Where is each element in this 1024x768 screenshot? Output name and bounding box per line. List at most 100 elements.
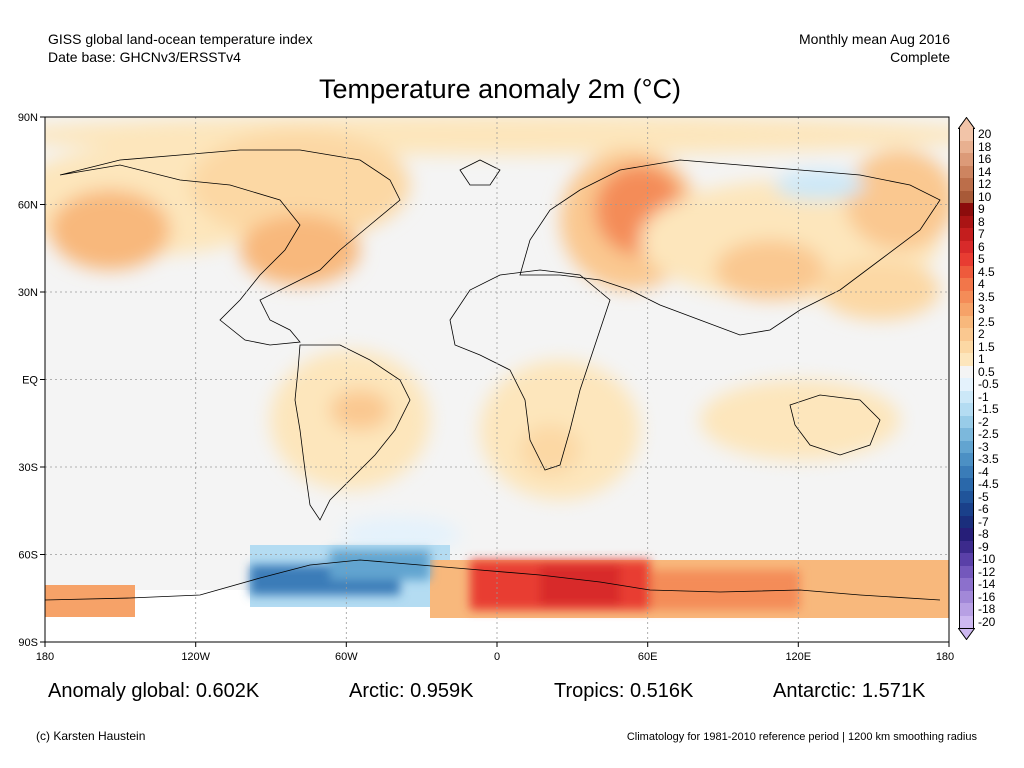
colorbar-level: -2 xyxy=(958,414,989,429)
colorbar-level: 6 xyxy=(958,239,985,254)
colorbar-label: -2 xyxy=(978,414,989,429)
colorbar-label: -6 xyxy=(978,502,989,516)
colorbar-swatch xyxy=(959,165,974,179)
colorbar-level: 9 xyxy=(958,203,985,216)
dataset-title: GISS global land-ocean temperature index xyxy=(48,31,313,47)
colorbar-swatch xyxy=(959,490,974,504)
colorbar-swatch xyxy=(959,140,974,154)
colorbar-level: 1.5 xyxy=(958,340,995,354)
colorbar-swatch xyxy=(959,340,974,354)
colorbar-swatch xyxy=(959,290,974,304)
colorbar-swatch xyxy=(959,378,974,391)
lat-label-90s: 90S xyxy=(18,637,38,649)
colorbar-level: -5 xyxy=(958,490,989,504)
colorbar-swatch xyxy=(959,365,974,379)
colorbar-swatch xyxy=(959,440,974,454)
colorbar-label: -1 xyxy=(978,389,989,404)
colorbar-swatch xyxy=(959,128,974,141)
colorbar-level: -1 xyxy=(958,389,989,404)
colorbar-swatch xyxy=(959,228,974,241)
colorbar-label: -18 xyxy=(978,602,996,616)
colorbar-label: -0.5 xyxy=(978,377,999,391)
colorbar-swatch xyxy=(959,240,974,254)
colorbar-level: 12 xyxy=(958,178,991,191)
period-label: Monthly mean Aug 2016 xyxy=(799,31,950,47)
colorbar-level: 16 xyxy=(958,153,991,166)
colorbar-swatch xyxy=(959,403,974,416)
lon-label-0: 0 xyxy=(494,651,500,663)
colorbar-level: 4 xyxy=(958,278,985,291)
colorbar-label: 10 xyxy=(978,189,992,204)
colorbar-swatch xyxy=(959,540,974,554)
colorbar-swatch xyxy=(959,478,974,491)
colorbar-swatch xyxy=(959,578,974,591)
colorbar-label: 1 xyxy=(978,352,985,366)
colorbar-swatch xyxy=(959,390,974,404)
header-right: Monthly mean Aug 2016 Complete xyxy=(799,30,950,66)
colorbar-label: 14 xyxy=(978,164,992,179)
colorbar-swatch xyxy=(959,278,974,291)
colorbar-level: 10 xyxy=(958,189,992,204)
colorbar-label: 4.5 xyxy=(978,264,995,279)
colorbar-label: -4.5 xyxy=(978,477,999,491)
colorbar-level: -4.5 xyxy=(958,478,999,491)
colorbar-label: 7 xyxy=(978,227,985,241)
lat-label-60n: 60N xyxy=(18,200,38,212)
colorbar-min-arrow xyxy=(958,628,975,640)
colorbar-swatch xyxy=(959,453,974,466)
lon-label-60w: 60W xyxy=(335,651,358,663)
colorbar-level: 1 xyxy=(958,353,985,366)
method-note: Climatology for 1981-2010 reference peri… xyxy=(626,731,977,743)
colorbar-level: -10 xyxy=(958,553,995,566)
colorbar-level: 8 xyxy=(958,214,985,229)
colorbar-level: -8 xyxy=(958,528,989,541)
colorbar-label: -14 xyxy=(978,577,996,591)
colorbar-label: 2.5 xyxy=(978,314,995,329)
colorbar-level: -2.5 xyxy=(958,428,999,441)
colorbar-label: -7 xyxy=(978,514,989,529)
lon-label-120w: 120W xyxy=(181,651,210,663)
colorbar-swatch xyxy=(959,528,974,541)
database-label: Date base: GHCNv3/ERSSTv4 xyxy=(48,49,241,65)
stat-antarctic: Antarctic: 1.571K xyxy=(773,680,926,702)
colorbar-label: 6 xyxy=(978,239,985,254)
lat-label-30n: 30N xyxy=(18,287,38,299)
colorbar-label: -4 xyxy=(978,464,989,479)
colorbar-label: 9 xyxy=(978,202,985,216)
credit-text: (c) Karsten Haustein xyxy=(36,729,146,743)
colorbar-label: 20 xyxy=(978,127,992,141)
colorbar-level: -12 xyxy=(958,564,996,579)
colorbar-level: 5 xyxy=(958,253,985,266)
colorbar-label: -12 xyxy=(978,564,996,579)
colorbar-label: -9 xyxy=(978,539,989,554)
colorbar-swatch xyxy=(959,253,974,266)
colorbar-swatch xyxy=(959,415,974,429)
colorbar-swatch xyxy=(959,590,974,604)
lat-label-60s: 60S xyxy=(18,550,38,562)
colorbar-swatch xyxy=(959,465,974,479)
colorbar-swatch xyxy=(959,178,974,191)
colorbar-swatch xyxy=(959,515,974,529)
colorbar-level: 3.5 xyxy=(958,289,995,304)
colorbar-swatch xyxy=(959,565,974,579)
colorbar-label: 3.5 xyxy=(978,289,995,304)
stat-global: Anomaly global: 0.602K xyxy=(48,680,260,702)
colorbar-level: 2 xyxy=(958,328,985,341)
colorbar-level: -14 xyxy=(958,578,995,591)
colorbar-label: 3 xyxy=(978,302,985,316)
colorbar-level: 20 xyxy=(958,128,991,141)
colorbar-label: 8 xyxy=(978,214,985,229)
colorbar-level: -6 xyxy=(958,503,989,516)
anomaly-map: 90N 60N 30N EQ 30S 60S 90S 180 120W 60W … xyxy=(18,112,954,663)
colorbar-level: -9 xyxy=(958,539,989,554)
colorbar-legend: 20 18 16 14 12 10 9 8 7 6 5 4.5 4 3.5 3 2.5 2 1.5 1 0.5 -0.5… xyxy=(958,117,1024,643)
anomaly-field xyxy=(45,117,949,553)
colorbar-label: -16 xyxy=(978,589,996,604)
colorbar-label: 0.5 xyxy=(978,364,995,379)
colorbar-swatch xyxy=(959,615,974,629)
colorbar-label: 18 xyxy=(978,139,992,154)
colorbar-level: -16 xyxy=(958,589,996,604)
colorbar-swatch xyxy=(959,603,974,616)
colorbar-label: -10 xyxy=(978,552,996,566)
colorbar-swatch xyxy=(959,428,974,441)
